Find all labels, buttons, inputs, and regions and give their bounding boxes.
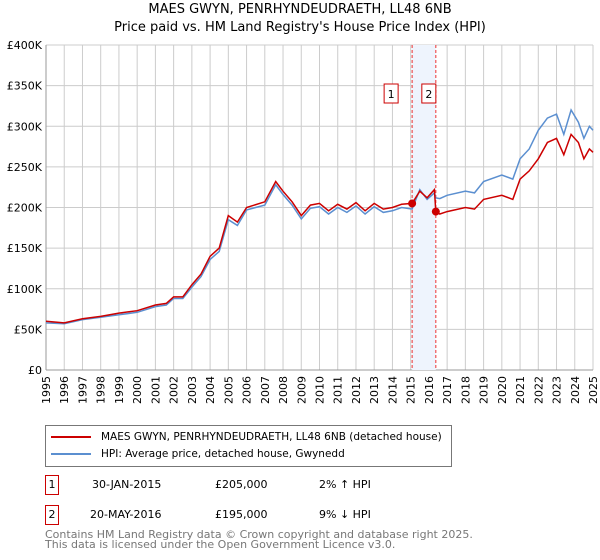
- x-tick-label: 2008: [277, 376, 290, 404]
- x-tick-label: 1998: [95, 376, 108, 404]
- x-tick-label: 2000: [131, 376, 144, 404]
- x-tick-label: 2020: [496, 376, 509, 404]
- sale-marker-label: 1: [388, 88, 395, 101]
- sale-period-band: [412, 45, 436, 370]
- legend-property-swatch: [51, 436, 91, 438]
- y-tick-label: £200K: [7, 202, 43, 215]
- y-tick-label: £50K: [14, 323, 43, 336]
- transaction-date: 30-JAN-2015: [92, 478, 162, 491]
- property-price-line: [45, 132, 594, 324]
- x-tick-label: 2006: [241, 376, 254, 404]
- transaction-date: 20-MAY-2016: [90, 508, 162, 521]
- x-tick-label: 2025: [587, 376, 600, 404]
- x-tick-label: 2021: [514, 376, 527, 404]
- footer: Contains HM Land Registry data © Crown c…: [45, 528, 473, 551]
- x-tick-label: 1999: [113, 376, 126, 404]
- x-tick-label: 2010: [314, 376, 327, 404]
- transaction-badge: 1: [45, 475, 59, 495]
- chart-title: MAES GWYN, PENRHYNDEUDRAETH, LL48 6NB: [148, 2, 452, 17]
- x-tick-label: 1995: [40, 376, 53, 404]
- x-tick-label: 2003: [186, 376, 199, 404]
- x-tick-label: 2007: [259, 376, 272, 404]
- x-tick-label: 2009: [295, 376, 308, 404]
- x-tick-label: 2012: [350, 376, 363, 404]
- x-tick-label: 2024: [569, 376, 582, 404]
- sale-marker-label: 2: [425, 88, 432, 101]
- y-tick-label: £400K: [7, 39, 43, 52]
- transaction-hpi: 9% ↓ HPI: [319, 508, 371, 521]
- x-tick-label: 1997: [76, 376, 89, 404]
- sale-point: [408, 199, 417, 208]
- price-chart: £0 £50K £100K £150K £200K £250K £300K £350K £400…: [7, 39, 600, 404]
- transaction-badge: 2: [45, 505, 59, 525]
- chart-subtitle: Price paid vs. HM Land Registry's House …: [114, 20, 486, 35]
- legend: MAES GWYN, PENRHYNDEUDRAETH, LL48 6NB (d…: [45, 425, 452, 467]
- y-tick-label: £350K: [7, 80, 43, 93]
- footer-line-1: Contains HM Land Registry data © Crown c…: [45, 528, 473, 541]
- x-tick-label: 2014: [386, 376, 399, 404]
- transaction-price: £205,000: [215, 478, 268, 491]
- footer-line-2: This data is licensed under the Open Gov…: [45, 538, 396, 551]
- x-tick-label: 2023: [551, 376, 564, 404]
- y-tick-label: £0: [28, 364, 42, 377]
- x-tick-label: 2019: [478, 376, 491, 404]
- transaction-row: 1 30-JAN-2015 £205,000 2% ↑ HPI: [45, 475, 495, 495]
- x-tick-label: 1996: [58, 376, 71, 404]
- transaction-price: £195,000: [215, 508, 268, 521]
- sale-marker-box: [383, 83, 399, 104]
- x-tick-label: 2001: [149, 376, 162, 404]
- x-tick-label: 2017: [441, 376, 454, 404]
- y-tick-label: £150K: [7, 242, 43, 255]
- y-tick-label: £250K: [7, 161, 43, 174]
- x-tick-label: 2011: [332, 376, 345, 404]
- x-tick-label: 2022: [532, 376, 545, 404]
- x-tick-label: 2013: [368, 376, 381, 404]
- x-tick-label: 2015: [405, 376, 418, 404]
- legend-property-label: MAES GWYN, PENRHYNDEUDRAETH, LL48 6NB (d…: [101, 431, 442, 443]
- x-tick-label: 2004: [204, 376, 217, 404]
- y-tick-label: £300K: [7, 120, 43, 133]
- sale-point: [431, 207, 440, 216]
- sale-marker-box: [421, 83, 437, 104]
- x-tick-label: 2005: [222, 376, 235, 404]
- transaction-hpi: 2% ↑ HPI: [319, 478, 371, 491]
- x-tick-label: 2018: [459, 376, 472, 404]
- y-tick-label: £100K: [7, 283, 43, 296]
- x-tick-label: 2002: [168, 376, 181, 404]
- hpi-line: [45, 108, 594, 325]
- x-tick-label: 2016: [423, 376, 436, 404]
- legend-hpi-swatch: [51, 453, 91, 455]
- legend-hpi-label: HPI: Average price, detached house, Gwyn…: [101, 448, 345, 460]
- transaction-row: 2 20-MAY-2016 £195,000 9% ↓ HPI: [45, 505, 495, 525]
